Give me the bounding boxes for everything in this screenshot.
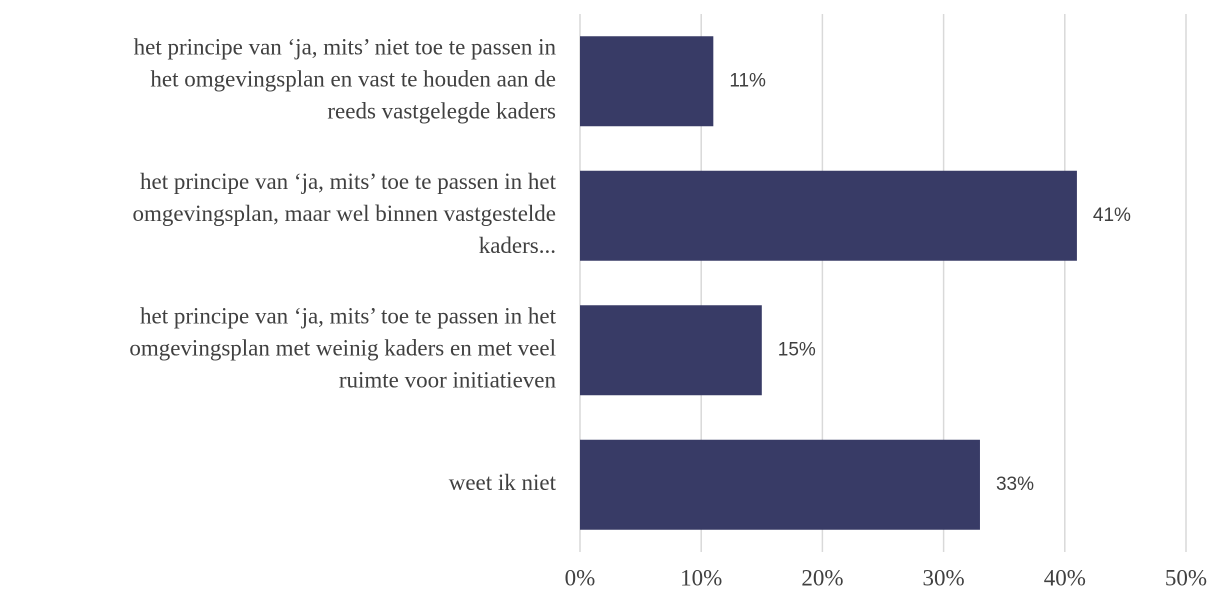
value-label: 41% bbox=[1093, 205, 1131, 226]
x-tick-label: 50% bbox=[1165, 565, 1207, 590]
x-tick-label: 0% bbox=[565, 565, 596, 590]
y-tick-label: reeds vastgelegde kaders bbox=[327, 99, 556, 124]
y-tick-label: kaders... bbox=[479, 233, 556, 258]
y-tick-label: ruimte voor initiatieven bbox=[339, 368, 557, 393]
y-tick-label: het principe van ‘ja, mits’ niet toe te … bbox=[134, 35, 557, 60]
y-tick-label: het principe van ‘ja, mits’ toe te passe… bbox=[140, 169, 557, 194]
x-tick-label: 20% bbox=[801, 565, 843, 590]
bar bbox=[580, 305, 762, 396]
y-tick-label: omgevingsplan, maar wel binnen vastgeste… bbox=[133, 201, 556, 226]
bar bbox=[580, 36, 714, 127]
y-tick-label: het principe van ‘ja, mits’ toe te passe… bbox=[140, 304, 557, 329]
y-tick-label: omgevingsplan met weinig kaders en met v… bbox=[129, 336, 556, 361]
y-tick-label: het omgevingsplan en vast te houden aan … bbox=[150, 67, 556, 92]
value-label: 11% bbox=[729, 70, 766, 91]
bar bbox=[580, 170, 1077, 261]
y-tick-label: weet ik niet bbox=[449, 470, 557, 495]
bar bbox=[580, 439, 980, 530]
value-label: 33% bbox=[996, 474, 1034, 495]
x-tick-label: 30% bbox=[923, 565, 965, 590]
x-tick-label: 40% bbox=[1044, 565, 1086, 590]
value-label: 15% bbox=[778, 339, 816, 360]
x-tick-label: 10% bbox=[680, 565, 722, 590]
